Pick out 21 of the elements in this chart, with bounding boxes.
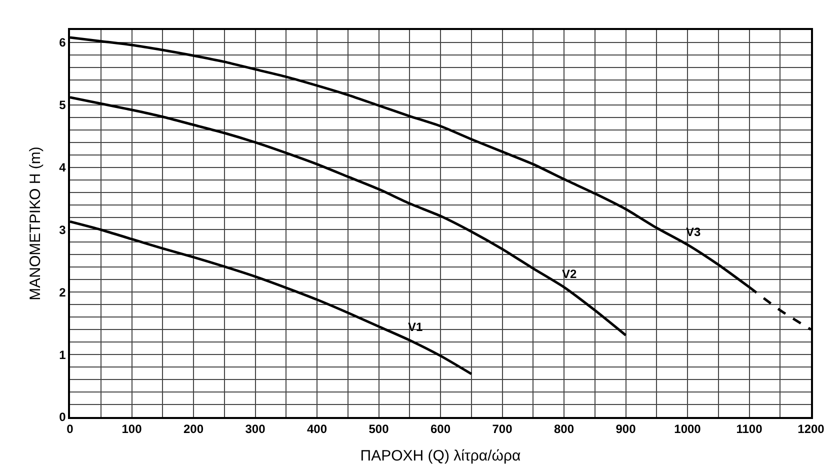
x-tick-label: 800 — [554, 422, 574, 436]
x-tick-label: 700 — [492, 422, 513, 436]
x-tick-label: 500 — [368, 422, 390, 436]
y-tick-label: 2 — [59, 285, 66, 300]
x-tick-label: 1000 — [674, 422, 702, 436]
x-tick-label: 300 — [245, 422, 266, 436]
x-axis-title: ΠΑΡΟΧΗ (Q) λίτρα/ώρα — [360, 448, 522, 465]
x-tick-label: 600 — [430, 422, 451, 436]
y-tick-label: 1 — [59, 348, 66, 362]
x-tick-label: 400 — [306, 422, 328, 436]
x-tick-label: 900 — [616, 422, 636, 436]
x-tick-label: 200 — [183, 422, 204, 436]
y-axis-title: ΜΑΝΟΜΕΤΡΙΚΟ Η (m) — [26, 146, 44, 300]
y-tick-label: 3 — [59, 222, 66, 237]
x-tick-label: 100 — [122, 422, 142, 436]
x-tick-label: 1200 — [798, 422, 825, 436]
y-tick-label: 4 — [59, 160, 66, 175]
x-tick-label: 1100 — [736, 422, 763, 436]
y-tick-label: 5 — [59, 98, 66, 112]
y-tick-label: 6 — [59, 36, 66, 50]
y-tick-label: 0 — [59, 410, 66, 424]
